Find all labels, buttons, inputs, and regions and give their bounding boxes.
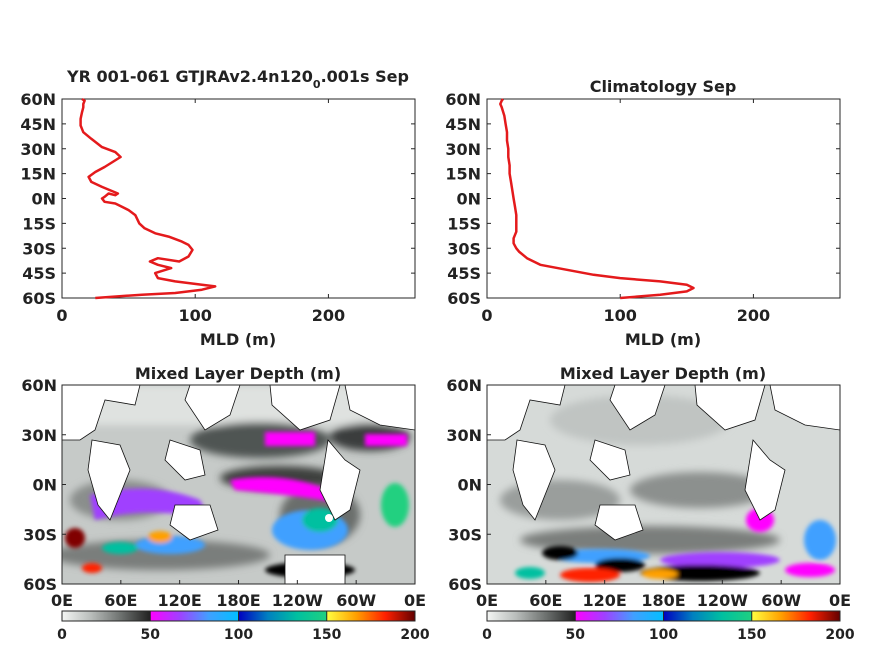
colorbar-tick-label: 50 [141, 627, 161, 643]
y-tick-labels-left: 60N 45N 30N 15N 0N 15S 30S 45S 60S [20, 90, 56, 308]
colorbar-tick-label: 50 [566, 627, 586, 643]
y-tick-label: 15S [22, 214, 56, 233]
profile-plot-left: YR 001-061 GTJRAv2.4n1200.001s Sep 60N 45… [20, 67, 416, 349]
map-x-tick-label: 180E [216, 591, 260, 610]
x-tick-label: 100 [179, 306, 212, 325]
axis-ticks-left [61, 98, 415, 299]
map-x-tick-label: 60W [761, 591, 801, 610]
colorbar-tick-label: 200 [400, 627, 429, 643]
map-x-tick-label: 60E [104, 591, 137, 610]
y-tick-label: 30N [20, 140, 56, 159]
map-y-tick-label: 30S [23, 525, 57, 544]
map-y-tick-label: 0N [32, 476, 57, 495]
mld-profile-line-left [79, 97, 217, 300]
colorbar-segment [751, 611, 841, 621]
map-y-tick-label: 60S [23, 575, 57, 594]
colorbar-segment [326, 611, 416, 621]
map-x-tick-label: 120W [272, 591, 323, 610]
colorbar-tick-label: 0 [482, 627, 492, 643]
x-axis-label-left: MLD (m) [200, 330, 276, 349]
map-x-tick-label: 60E [529, 591, 562, 610]
y-tick-label: 15N [20, 165, 56, 184]
y-tick-label: 0N [31, 190, 56, 209]
y-tick-label: 45N [20, 115, 56, 134]
x-tick-label: 0 [481, 306, 492, 325]
y-tick-label: 15N [445, 165, 481, 184]
map-field-left [62, 385, 415, 584]
x-tick-label: 100 [604, 306, 637, 325]
colorbar-segment [663, 611, 753, 621]
y-tick-label: 45S [447, 264, 481, 283]
y-tick-label: 60N [20, 90, 56, 109]
map-y-tick-label: 60N [21, 376, 57, 395]
plot-title-left: YR 001-061 GTJRAv2.4n1200.001s Sep [66, 67, 409, 91]
map-y-tick-label: 0N [457, 476, 482, 495]
mld-map-right: Mixed Layer Depth (m) [446, 364, 855, 643]
colorbar-tick-label: 100 [649, 627, 678, 643]
colorbar-left: 0 50 100 150 200 [57, 610, 430, 643]
map-title-right: Mixed Layer Depth (m) [560, 364, 766, 383]
landmass-left [62, 385, 415, 584]
colorbar-tick-label: 0 [57, 627, 67, 643]
x-tick-label: 0 [56, 306, 67, 325]
map-y-tick-label: 30N [21, 426, 57, 445]
map-field-right [487, 385, 840, 584]
map-y-tick-label: 30S [448, 525, 482, 544]
landmass-right [487, 385, 840, 541]
colorbar-segment [487, 611, 576, 621]
map-y-tick-label: 60S [448, 575, 482, 594]
colorbar-right: 0 50 100 150 200 [482, 610, 855, 643]
x-tick-labels-left: 0 100 200 [56, 306, 345, 325]
profile-plot-right: Climatology Sep 60N45N30N15N0N15S30S45S6… [445, 77, 841, 349]
colorbar-tick-label: 200 [825, 627, 854, 643]
colorbar-tick-label: 150 [737, 627, 766, 643]
colorbar-segment [62, 611, 151, 621]
y-tick-label: 45N [445, 115, 481, 134]
map-y-tick-label: 60N [446, 376, 482, 395]
colorbar-tick-label: 100 [224, 627, 253, 643]
map-x-tick-label: 120E [583, 591, 627, 610]
y-tick-label: 30N [445, 140, 481, 159]
plot-title-right: Climatology Sep [590, 77, 737, 96]
colorbar-segment [150, 611, 239, 621]
x-tick-labels-right: 0 100 200 [481, 306, 770, 325]
colorbar-tick-label: 150 [312, 627, 341, 643]
map-x-tick-label: 0E [476, 591, 498, 610]
y-tick-label: 30S [447, 239, 481, 258]
mld-profile-line-right [499, 98, 695, 300]
colorbar-segment [575, 611, 664, 621]
mld-map-left: Mixed Layer Depth (m) [21, 364, 430, 643]
y-tick-label: 60S [447, 289, 481, 308]
map-x-tick-label: 120W [697, 591, 748, 610]
map-y-tick-label: 30N [446, 426, 482, 445]
x-tick-label: 200 [312, 306, 345, 325]
plot-frame-right [486, 98, 841, 299]
y-tick-label: 45S [22, 264, 56, 283]
map-x-tick-label: 120E [158, 591, 202, 610]
map-x-tick-label: 180E [641, 591, 685, 610]
colorbar-segment [238, 611, 328, 621]
y-tick-labels-right: 60N 45N 30N 15N 0N 15S 30S 45S 60S [445, 90, 481, 308]
x-axis-label-right: MLD (m) [625, 330, 701, 349]
plot-frame-left [61, 98, 416, 299]
map-x-tick-label: 0E [51, 591, 73, 610]
map-title-left: Mixed Layer Depth (m) [135, 364, 341, 383]
y-tick-label: 15S [447, 214, 481, 233]
axis-ticks-right [486, 98, 840, 299]
y-tick-label: 60S [22, 289, 56, 308]
map-x-tick-label: 0E [829, 591, 851, 610]
y-tick-label: 30S [22, 239, 56, 258]
y-tick-label: 60N [445, 90, 481, 109]
y-tick-label: 0N [456, 190, 481, 209]
x-tick-label: 200 [737, 306, 770, 325]
map-x-tick-label: 60W [336, 591, 376, 610]
map-x-tick-label: 0E [404, 591, 426, 610]
